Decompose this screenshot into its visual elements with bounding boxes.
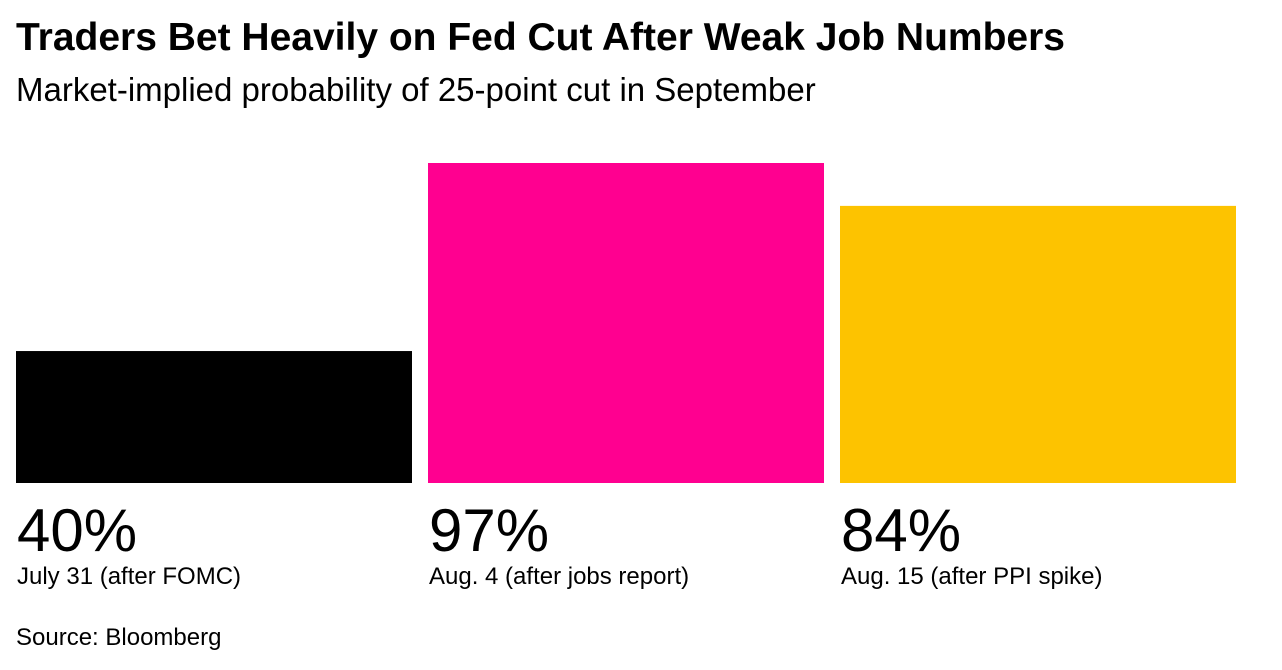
value-label-3: 84%	[841, 497, 961, 564]
bar-2	[428, 163, 824, 483]
bar-1	[16, 351, 412, 483]
value-label-1: 40%	[17, 497, 137, 564]
source-note: Source: Bloomberg	[16, 624, 222, 651]
chart-subtitle: Market-implied probability of 25-point c…	[16, 71, 816, 108]
value-label-2: 97%	[429, 497, 549, 564]
bar-3	[840, 205, 1236, 483]
category-label-2: Aug. 4 (after jobs report)	[429, 563, 689, 590]
category-label-1: July 31 (after FOMC)	[17, 563, 241, 590]
chart-title: Traders Bet Heavily on Fed Cut After Wea…	[16, 16, 1065, 59]
category-label-3: Aug. 15 (after PPI spike)	[841, 563, 1102, 590]
bar-chart: 40%July 31 (after FOMC) 97%Aug. 4 (after …	[16, 163, 1236, 590]
